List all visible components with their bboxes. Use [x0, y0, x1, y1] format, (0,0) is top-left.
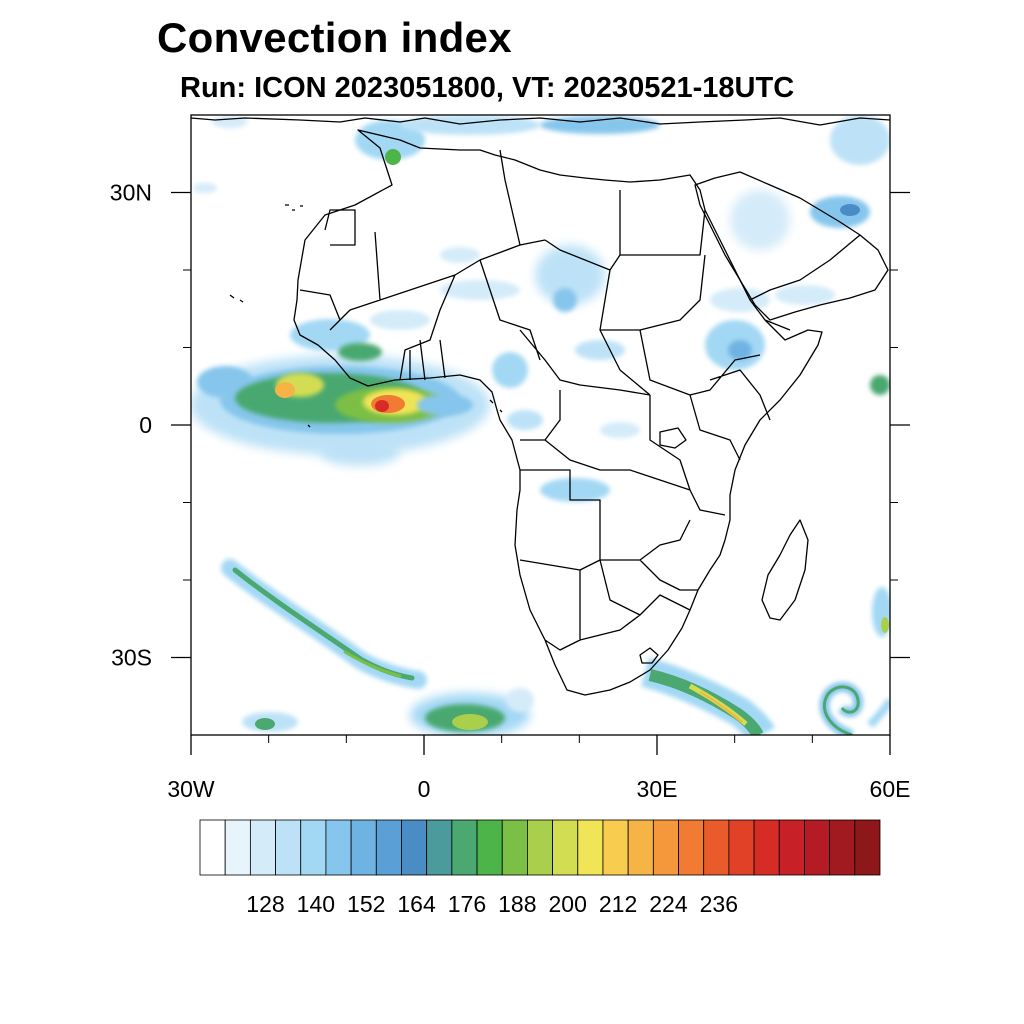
lat-tick-label: 30N	[110, 180, 152, 206]
field-se-band	[645, 672, 762, 735]
colorbar-swatch	[704, 820, 729, 875]
colorbar-label: 128	[246, 891, 284, 917]
colorbar-label: 176	[448, 891, 486, 917]
lon-tick-label: 30W	[167, 776, 215, 802]
colorbar-swatch	[351, 820, 376, 875]
colorbar-swatch	[200, 820, 225, 875]
colorbar-swatch	[301, 820, 326, 875]
field-gulf-of-guinea	[190, 355, 490, 466]
field-east-madagascar	[872, 587, 892, 637]
lat-tick-label: 30S	[111, 645, 152, 671]
field-swirl	[824, 687, 890, 735]
colorbar-swatch	[628, 820, 653, 875]
colorbar-swatch	[830, 820, 855, 875]
colorbar-swatch	[578, 820, 603, 875]
lat-tick-label: 0	[139, 412, 152, 438]
colorbar: 128 140 152 164 176 188 200 212 224 236	[200, 820, 880, 917]
lon-tick-label: 30E	[637, 776, 678, 802]
field-ethiopia	[705, 288, 770, 370]
colorbar-swatch	[502, 820, 527, 875]
colorbar-label: 236	[700, 891, 738, 917]
colorbar-swatch	[653, 820, 678, 875]
lon-tick-label: 60E	[870, 776, 911, 802]
colorbar-swatch	[553, 820, 578, 875]
colorbar-label: 200	[549, 891, 587, 917]
colorbar-label: 224	[649, 891, 688, 917]
colorbar-swatch	[729, 820, 754, 875]
colorbar-swatch	[452, 820, 477, 875]
lake-victoria	[660, 428, 686, 448]
colorbar-swatch	[376, 820, 401, 875]
colorbar-label: 212	[599, 891, 637, 917]
colorbar-swatch	[225, 820, 250, 875]
field-mediterranean	[193, 115, 890, 193]
colorbar-swatch	[276, 820, 301, 875]
colorbar-swatch	[855, 820, 880, 875]
colorbar-label: 188	[498, 891, 536, 917]
field-sw-band	[230, 568, 418, 680]
colorbar-label: 164	[397, 891, 436, 917]
colorbar-swatch	[401, 820, 426, 875]
colorbar-swatch	[804, 820, 829, 875]
colorbar-swatch	[754, 820, 779, 875]
colorbar-label: 140	[297, 891, 335, 917]
colorbar-swatch	[779, 820, 804, 875]
colorbar-swatch	[477, 820, 502, 875]
convection-field	[190, 115, 892, 737]
madagascar-coastline	[762, 520, 808, 620]
map-figure: 30N 0 30S 30W 0 30E 60E 128 140 152 164 176 188 200 2…	[0, 0, 1024, 1024]
colorbar-swatch	[326, 820, 351, 875]
colorbar-swatch	[250, 820, 275, 875]
lon-tick-label: 0	[418, 776, 431, 802]
colorbar-swatch	[427, 820, 452, 875]
colorbar-swatch	[527, 820, 552, 875]
colorbar-label: 152	[347, 891, 385, 917]
colorbar-swatch	[603, 820, 628, 875]
colorbar-swatch	[679, 820, 704, 875]
field-south-atlantic	[242, 688, 534, 737]
